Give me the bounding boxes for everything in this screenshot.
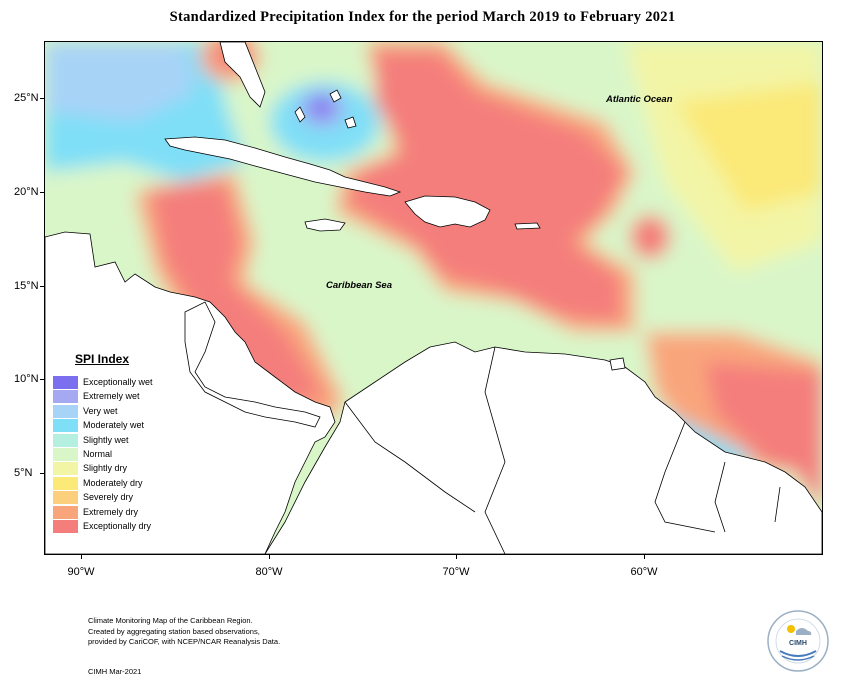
- legend-label: Normal: [83, 449, 113, 459]
- sun-icon: [787, 625, 795, 633]
- footer-note: Climate Monitoring Map of the Caribbean …: [88, 616, 280, 648]
- legend-item: Slightly wet: [53, 433, 183, 447]
- lat-tick: [40, 473, 44, 474]
- legend-swatch: [53, 505, 78, 519]
- legend-item: Moderately wet: [53, 419, 183, 433]
- lat-label-10: 10°N: [14, 373, 39, 385]
- legend-label: Slightly wet: [83, 434, 129, 445]
- legend-item: Very wet: [53, 404, 183, 418]
- legend-swatch: [53, 390, 78, 404]
- legend-swatch: [53, 433, 78, 447]
- lon-tick: [644, 554, 645, 559]
- lat-label-15: 15°N: [14, 280, 39, 292]
- credit: CIMH Mar-2021: [88, 667, 142, 676]
- legend-label: Slightly dry: [83, 463, 128, 474]
- legend-label: Severely dry: [83, 492, 134, 503]
- footer-line-3: provided by CariCOF, with NCEP/NCAR Rean…: [88, 637, 281, 646]
- legend-label: Exceptionally wet: [83, 377, 153, 387]
- legend-label: Moderately wet: [83, 420, 145, 431]
- lat-label-25: 25°N: [14, 92, 39, 104]
- legend-title: SPI Index: [75, 352, 130, 366]
- legend-item: Severely dry: [53, 491, 183, 505]
- logo-text: CIMH: [789, 640, 807, 647]
- legend-label: Moderately dry: [83, 477, 143, 488]
- legend-swatch: [53, 476, 78, 490]
- legend-swatch: [53, 520, 78, 533]
- lon-tick: [269, 554, 270, 559]
- legend-item: Extremely wet: [53, 390, 183, 404]
- footer-line-2: Created by aggregating station based obs…: [88, 626, 260, 636]
- legend-item: Slightly dry: [53, 462, 183, 476]
- legend-swatch: [53, 404, 78, 418]
- cimh-logo: CIMH: [767, 610, 829, 672]
- legend-swatch: [53, 419, 78, 433]
- legend-swatch: [53, 376, 78, 389]
- lat-label-5: 5°N: [14, 467, 33, 479]
- legend-label: Very wet: [83, 405, 118, 416]
- land: [45, 42, 822, 554]
- lat-tick: [40, 192, 44, 193]
- lat-tick: [40, 286, 44, 287]
- legend-item: Extremely dry: [53, 505, 183, 519]
- legend-label: Exceptionally dry: [83, 521, 152, 531]
- lon-label-80: 80°W: [255, 566, 283, 578]
- legend-swatch: [53, 462, 78, 476]
- map-title: Standardized Precipitation Index for the…: [169, 9, 676, 25]
- legend-item: Normal: [53, 448, 183, 461]
- borders: [344, 346, 781, 554]
- lat-tick: [40, 98, 44, 99]
- lon-tick: [456, 554, 457, 559]
- atlantic-ocean-label: Atlantic Ocean: [606, 94, 673, 105]
- legend-item: Moderately dry: [53, 476, 183, 490]
- lat-tick: [40, 379, 44, 380]
- legend-swatch: [53, 448, 78, 461]
- lon-label-70: 70°W: [442, 566, 470, 578]
- lon-tick: [81, 554, 82, 559]
- cloud-icon: [796, 628, 812, 635]
- spi-map-canvas: [45, 42, 822, 554]
- legend-label: Extremely wet: [83, 391, 140, 402]
- lon-label-90: 90°W: [67, 566, 95, 578]
- legend-item: Exceptionally dry: [53, 520, 183, 533]
- lon-label-60: 60°W: [630, 566, 658, 578]
- lat-label-20: 20°N: [14, 186, 39, 198]
- caribbean-sea-label: Caribbean Sea: [326, 280, 392, 291]
- legend-label: Extremely dry: [83, 506, 139, 517]
- footer-line-1: Climate Monitoring Map of the Caribbean …: [88, 616, 253, 625]
- legend-item: Exceptionally wet: [53, 376, 183, 389]
- legend-swatch: [53, 491, 78, 505]
- spi-map: [44, 41, 823, 555]
